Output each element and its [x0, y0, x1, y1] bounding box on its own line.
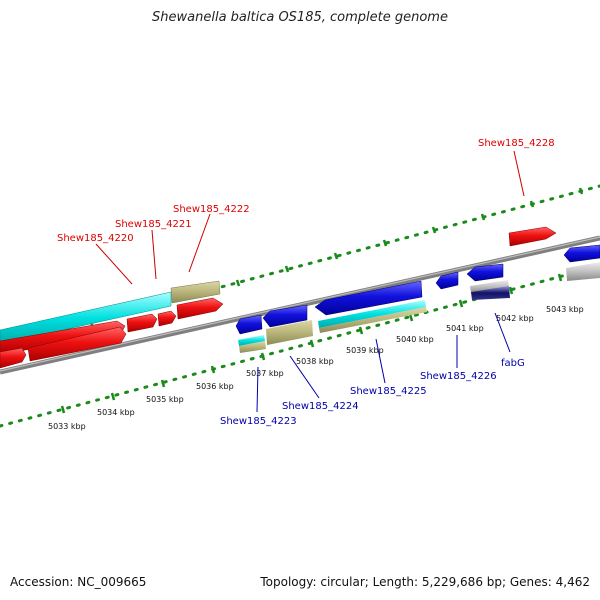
genome-backbone	[0, 235, 600, 375]
gene-label-shew185-4221[interactable]: Shew185_4221	[115, 219, 192, 230]
gene-trna[interactable]	[170, 280, 221, 304]
gene-rrna[interactable]	[318, 300, 426, 328]
gene-forward[interactable]	[126, 313, 158, 333]
scale-label: 5042 kbp	[496, 314, 534, 323]
scale-label: 5040 kbp	[396, 335, 434, 344]
gene-forward[interactable]	[176, 297, 224, 320]
gene-rrna[interactable]	[238, 335, 265, 346]
gene-forward[interactable]	[0, 347, 27, 369]
gene-label-shew185-4220[interactable]: Shew185_4220	[57, 233, 134, 244]
gene-label-shew185-4223[interactable]: Shew185_4223	[220, 416, 297, 427]
scale-label: 5034 kbp	[97, 408, 135, 417]
gene-pseudo[interactable]	[566, 262, 600, 281]
scale-label: 5038 kbp	[296, 357, 334, 366]
scale-label: 5036 kbp	[196, 382, 234, 391]
gene-reverse[interactable]	[563, 244, 600, 263]
bottom-scale-ticks	[60, 273, 563, 414]
accession-text: Accession: NC_009665	[10, 575, 147, 589]
gene-reverse[interactable]	[314, 280, 423, 316]
gene-reverse[interactable]	[235, 314, 263, 335]
gene-forward[interactable]	[27, 326, 127, 362]
gene-label-shew185-4226[interactable]: Shew185_4226	[420, 371, 497, 382]
gene-label-shew185-4225[interactable]: Shew185_4225	[350, 386, 427, 397]
gene-label-shew185-4224[interactable]: Shew185_4224	[282, 401, 359, 412]
scale-label: 5039 kbp	[346, 346, 384, 355]
gene-other[interactable]	[471, 286, 510, 300]
gene-label-fabg[interactable]: fabG	[501, 358, 525, 369]
scale-label: 5033 kbp	[48, 422, 86, 431]
gene-forward[interactable]	[508, 226, 557, 247]
scale-label: 5043 kbp	[546, 305, 584, 314]
upper-gene-group	[0, 280, 224, 369]
genome-title: Shewanella baltica OS185, complete genom…	[152, 10, 448, 25]
gene-reverse[interactable]	[435, 271, 459, 290]
footer-bar: Accession: NC_009665 Topology: circular;…	[10, 572, 590, 592]
gene-forward[interactable]	[157, 310, 177, 327]
scale-label: 5037 kbp	[246, 369, 284, 378]
bottom-dotted-scale	[0, 264, 600, 428]
scale-label: 5035 kbp	[146, 395, 184, 404]
gene-trna[interactable]	[266, 320, 313, 345]
gene-rrna[interactable]	[0, 291, 172, 345]
gene-trna[interactable]	[319, 307, 427, 333]
gene-label-shew185-4222[interactable]: Shew185_4222	[173, 204, 250, 215]
gene-pseudo[interactable]	[470, 280, 509, 293]
gene-trna[interactable]	[239, 341, 266, 353]
genome-summary-text: Topology: circular; Length: 5,229,686 bp…	[260, 575, 590, 589]
gene-reverse[interactable]	[262, 304, 308, 328]
scale-label: 5041 kbp	[446, 324, 484, 333]
lower-gene-group	[235, 244, 600, 353]
gene-reverse[interactable]	[466, 263, 504, 282]
gene-label-shew185-4228[interactable]: Shew185_4228	[478, 138, 555, 149]
